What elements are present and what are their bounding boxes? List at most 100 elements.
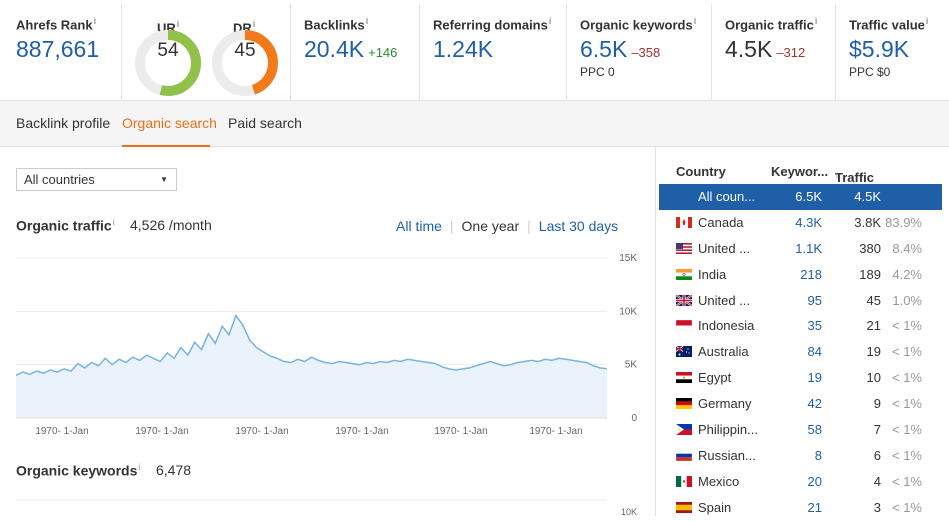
referring-domains-value[interactable]: 1.24K (433, 36, 494, 63)
es-flag-icon (676, 501, 692, 513)
info-icon[interactable]: i (836, 170, 838, 180)
ahrefs-rank-value[interactable]: 887,661 (16, 36, 100, 63)
info-icon[interactable]: i (814, 16, 818, 26)
info-icon[interactable]: i (176, 19, 180, 29)
country-keywords[interactable]: 1.1K (795, 240, 822, 256)
info-icon[interactable]: i (548, 16, 552, 26)
country-select[interactable]: All countries ▼ (16, 168, 177, 191)
range-all-time[interactable]: All time (396, 218, 442, 234)
ppc-value: PPC $0 (849, 65, 891, 80)
country-name[interactable]: Germany (698, 396, 752, 412)
dr-value: 45 (234, 40, 256, 61)
country-row[interactable]: Australia 84 19 < 1% (659, 339, 942, 365)
traffic-line (15, 314, 608, 376)
x-tick-label: 1970- 1-Jan (35, 426, 88, 437)
country-row[interactable]: Spain 21 3 < 1% (659, 495, 942, 521)
country-traffic-share: 4.2% (892, 266, 922, 282)
country-keywords[interactable]: 21 (807, 499, 822, 515)
info-icon[interactable]: i (365, 16, 369, 26)
organic-keywords-chart: 10K (16, 499, 637, 516)
info-icon[interactable]: i (925, 16, 929, 26)
country-keywords[interactable]: 20 (807, 473, 822, 489)
organic-traffic-label: Organic traffic (725, 17, 814, 33)
tab-backlink-profile[interactable]: Backlink profile (16, 115, 111, 131)
country-keywords[interactable]: 8 (814, 447, 822, 463)
country-row[interactable]: Mexico 20 4 < 1% (659, 469, 942, 495)
ppc-keywords: PPC 0 (580, 65, 615, 80)
info-icon[interactable]: i (693, 16, 697, 26)
country-name[interactable]: All coun... (698, 189, 756, 204)
country-traffic: 6 (873, 447, 881, 463)
x-tick-label: 1970- 1-Jan (434, 426, 487, 437)
x-tick-label: 1970- 1-Jan (235, 426, 288, 437)
country-name[interactable]: Spain (698, 499, 732, 515)
referring-domains-label: Referring domains (433, 17, 548, 33)
country-keywords[interactable]: 6.5K (795, 189, 822, 204)
country-keywords[interactable]: 4.3K (795, 214, 822, 230)
country-name[interactable]: Australia (698, 344, 749, 360)
country-row[interactable]: Egypt 19 10 < 1% (659, 365, 942, 391)
country-name[interactable]: Indonesia (698, 318, 755, 334)
country-name[interactable]: Canada (698, 214, 744, 230)
traffic-area (16, 315, 607, 418)
country-keywords[interactable]: 84 (807, 344, 822, 360)
dr-gauge (212, 30, 278, 96)
info-icon[interactable]: i (252, 19, 256, 29)
country-name[interactable]: United ... (698, 292, 751, 308)
backlinks-label: Backlinks (304, 17, 365, 33)
organic-traffic-value: 4.5K (725, 36, 773, 63)
col-keywords[interactable]: Keywor... (771, 164, 829, 179)
in-flag-icon (676, 268, 692, 280)
info-icon[interactable]: i (93, 16, 97, 26)
country-keywords[interactable]: 42 (807, 396, 822, 412)
country-keywords[interactable]: 35 (807, 318, 822, 334)
y-tick-label: 15K (619, 253, 637, 264)
country-keywords[interactable]: 95 (807, 292, 822, 308)
country-name[interactable]: United ... (698, 240, 751, 256)
country-row[interactable]: Germany 42 9 < 1% (659, 391, 942, 417)
country-name[interactable]: Philippin... (698, 422, 758, 438)
country-name[interactable]: Russian... (698, 447, 756, 463)
country-traffic: 10 (866, 370, 881, 386)
tab-paid-search[interactable]: Paid search (228, 115, 302, 131)
organic-traffic-title: Organic traffic (16, 217, 112, 234)
country-row[interactable]: Russian... 8 6 < 1% (659, 443, 942, 469)
col-country[interactable]: Country (676, 164, 726, 179)
country-name[interactable]: Egypt (698, 370, 732, 386)
country-traffic-share: 1.0% (892, 292, 922, 308)
country-row[interactable]: United ... 1.1K 380 8.4% (659, 236, 942, 262)
country-rows: All coun... 6.5K 4.5K Canada 4.3K 3.8K 83.9% Un… (659, 184, 942, 521)
id-flag-icon (676, 320, 692, 332)
country-keywords[interactable]: 58 (807, 422, 822, 438)
country-row[interactable]: United ... 95 45 1.0% (659, 288, 942, 314)
mx-flag-icon (676, 475, 692, 487)
country-traffic: 4 (873, 473, 881, 489)
organic-keywords-value[interactable]: 6.5K (580, 36, 628, 63)
ur-value: 54 (157, 40, 179, 61)
eg-flag-icon (676, 372, 692, 384)
info-icon[interactable]: i (112, 217, 115, 227)
panel-divider (655, 147, 656, 516)
country-traffic: 9 (873, 396, 881, 412)
col-traffic[interactable]: Traffic (835, 170, 875, 185)
country-name[interactable]: India (698, 266, 727, 282)
country-row[interactable]: All coun... 6.5K 4.5K (659, 184, 942, 210)
organic-traffic-delta: –312 (776, 45, 806, 61)
country-keywords[interactable]: 19 (807, 370, 822, 386)
info-icon[interactable]: i (138, 462, 141, 472)
country-row[interactable]: Indonesia 35 21 < 1% (659, 313, 942, 339)
country-traffic-share: < 1% (892, 370, 922, 386)
organic-traffic-chart[interactable]: 15K 10K 5K 0 1970- 1-Jan 1970- 1-Jan 1970- 1-J… (0, 250, 650, 440)
country-name[interactable]: Mexico (698, 473, 740, 489)
country-row[interactable]: Philippin... 58 7 < 1% (659, 417, 942, 443)
range-last-30-days[interactable]: Last 30 days (538, 218, 619, 234)
country-row[interactable]: India 218 189 4.2% (659, 262, 942, 288)
country-keywords[interactable]: 218 (800, 266, 822, 282)
range-one-year[interactable]: One year (461, 218, 520, 234)
backlinks-value[interactable]: 20.4K (304, 36, 365, 63)
country-traffic: 7 (873, 422, 881, 438)
country-row[interactable]: Canada 4.3K 3.8K 83.9% (659, 210, 942, 236)
organic-traffic-monthly: 4,526 /month (130, 217, 212, 233)
ph-flag-icon (676, 424, 692, 436)
tab-organic-search[interactable]: Organic search (122, 115, 217, 131)
